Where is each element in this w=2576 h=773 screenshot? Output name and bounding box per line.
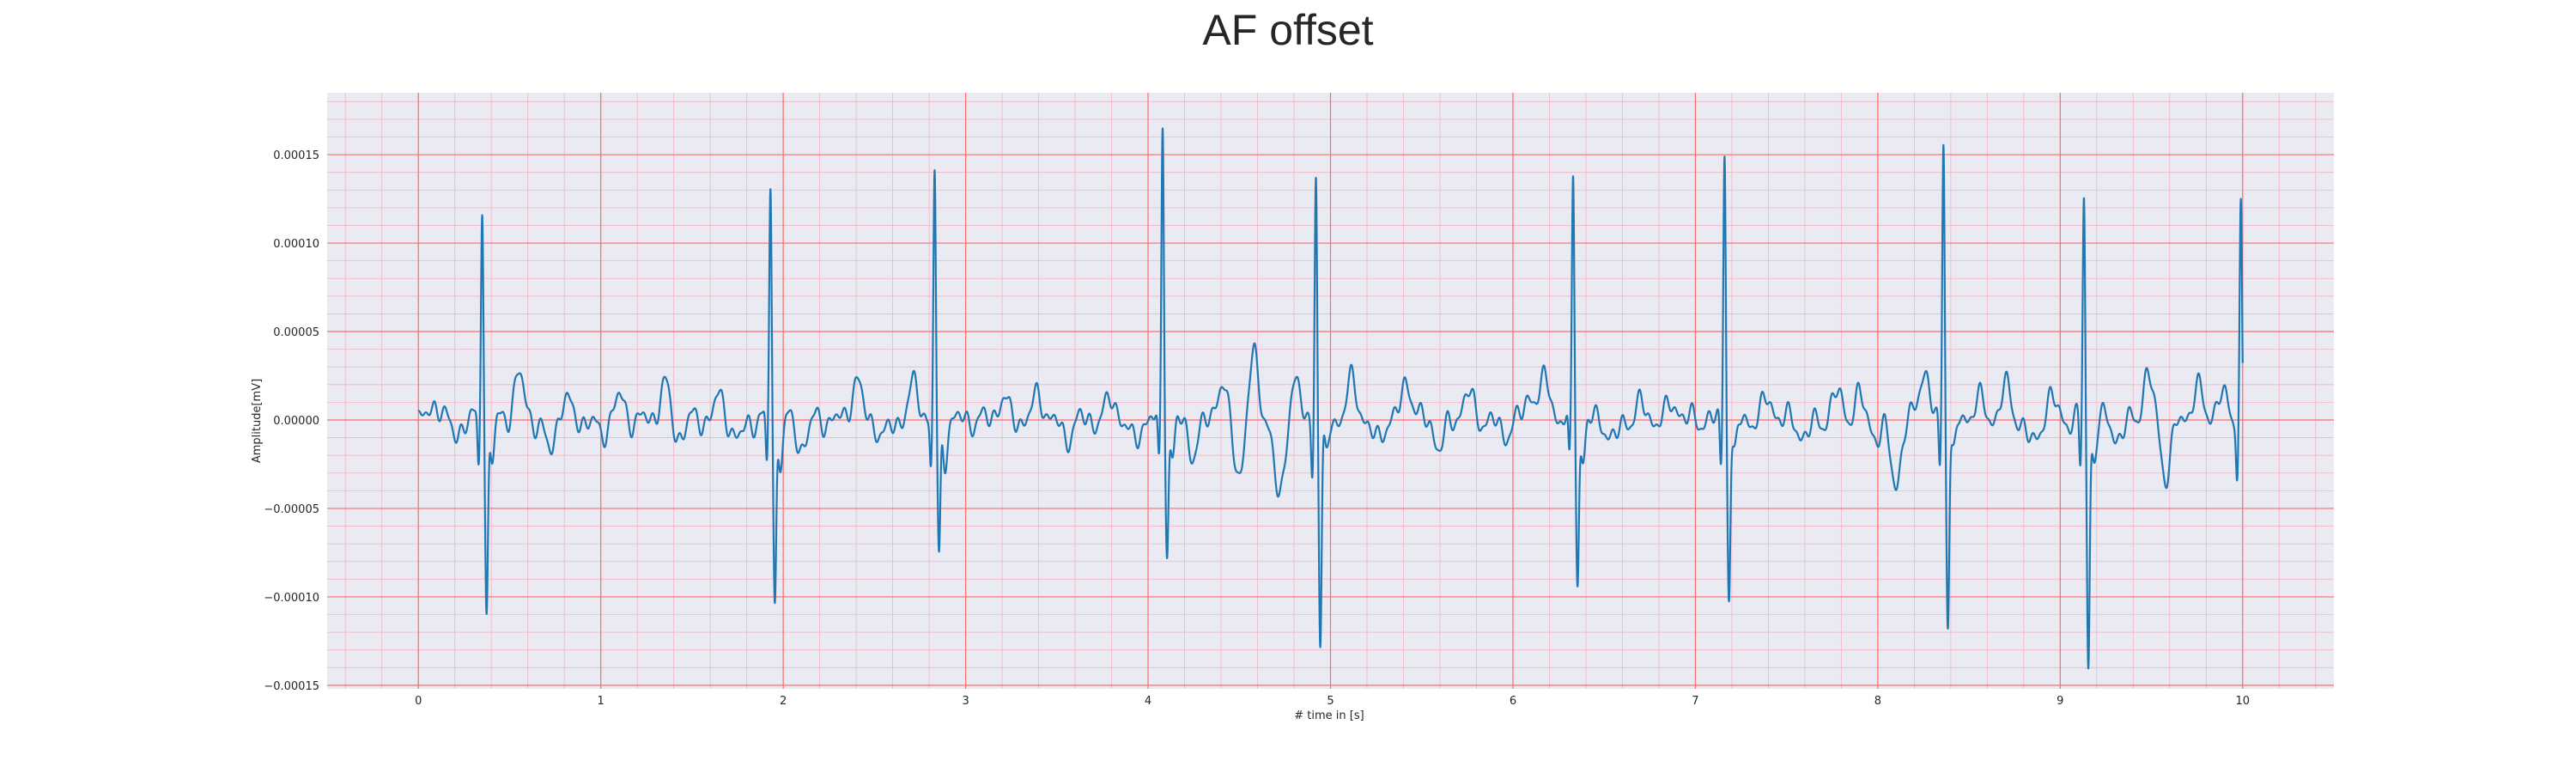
x-tick-label: 9 — [2057, 695, 2063, 708]
y-tick-label: 0.00000 — [273, 415, 319, 428]
x-tick-label: 4 — [1145, 695, 1151, 708]
x-tick-label: 0 — [415, 695, 422, 708]
x-tick-label: 6 — [1510, 695, 1516, 708]
y-tick-label: 0.00005 — [273, 326, 319, 339]
y-tick-label: 0.00015 — [273, 149, 319, 162]
x-tick-label: 2 — [780, 695, 787, 708]
y-axis-ticks: −0.00015 −0.00010 −0.00005 0.00000 0.00005 0.… — [264, 149, 319, 693]
y-tick-label: −0.00010 — [264, 592, 319, 605]
y-tick-label: 0.00010 — [273, 238, 319, 251]
x-tick-label: 7 — [1692, 695, 1698, 708]
x-tick-label: 8 — [1874, 695, 1881, 708]
y-tick-label: −0.00005 — [264, 503, 319, 516]
signal-line — [417, 127, 2244, 670]
grid-major — [327, 93, 2334, 689]
x-tick-label: 5 — [1327, 695, 1334, 708]
x-axis-ticks: 0 1 2 3 4 5 6 7 8 9 10 — [415, 695, 2250, 708]
x-tick-label: 10 — [2235, 695, 2250, 708]
x-axis-label: # time in [s] — [1294, 709, 1364, 722]
y-tick-label: −0.00015 — [264, 680, 319, 693]
x-tick-label: 1 — [598, 695, 605, 708]
y-axis-label: Amplitude[mV] — [251, 379, 264, 463]
x-tick-label: 3 — [962, 695, 969, 708]
chart-title: AF offset — [1202, 6, 1373, 54]
